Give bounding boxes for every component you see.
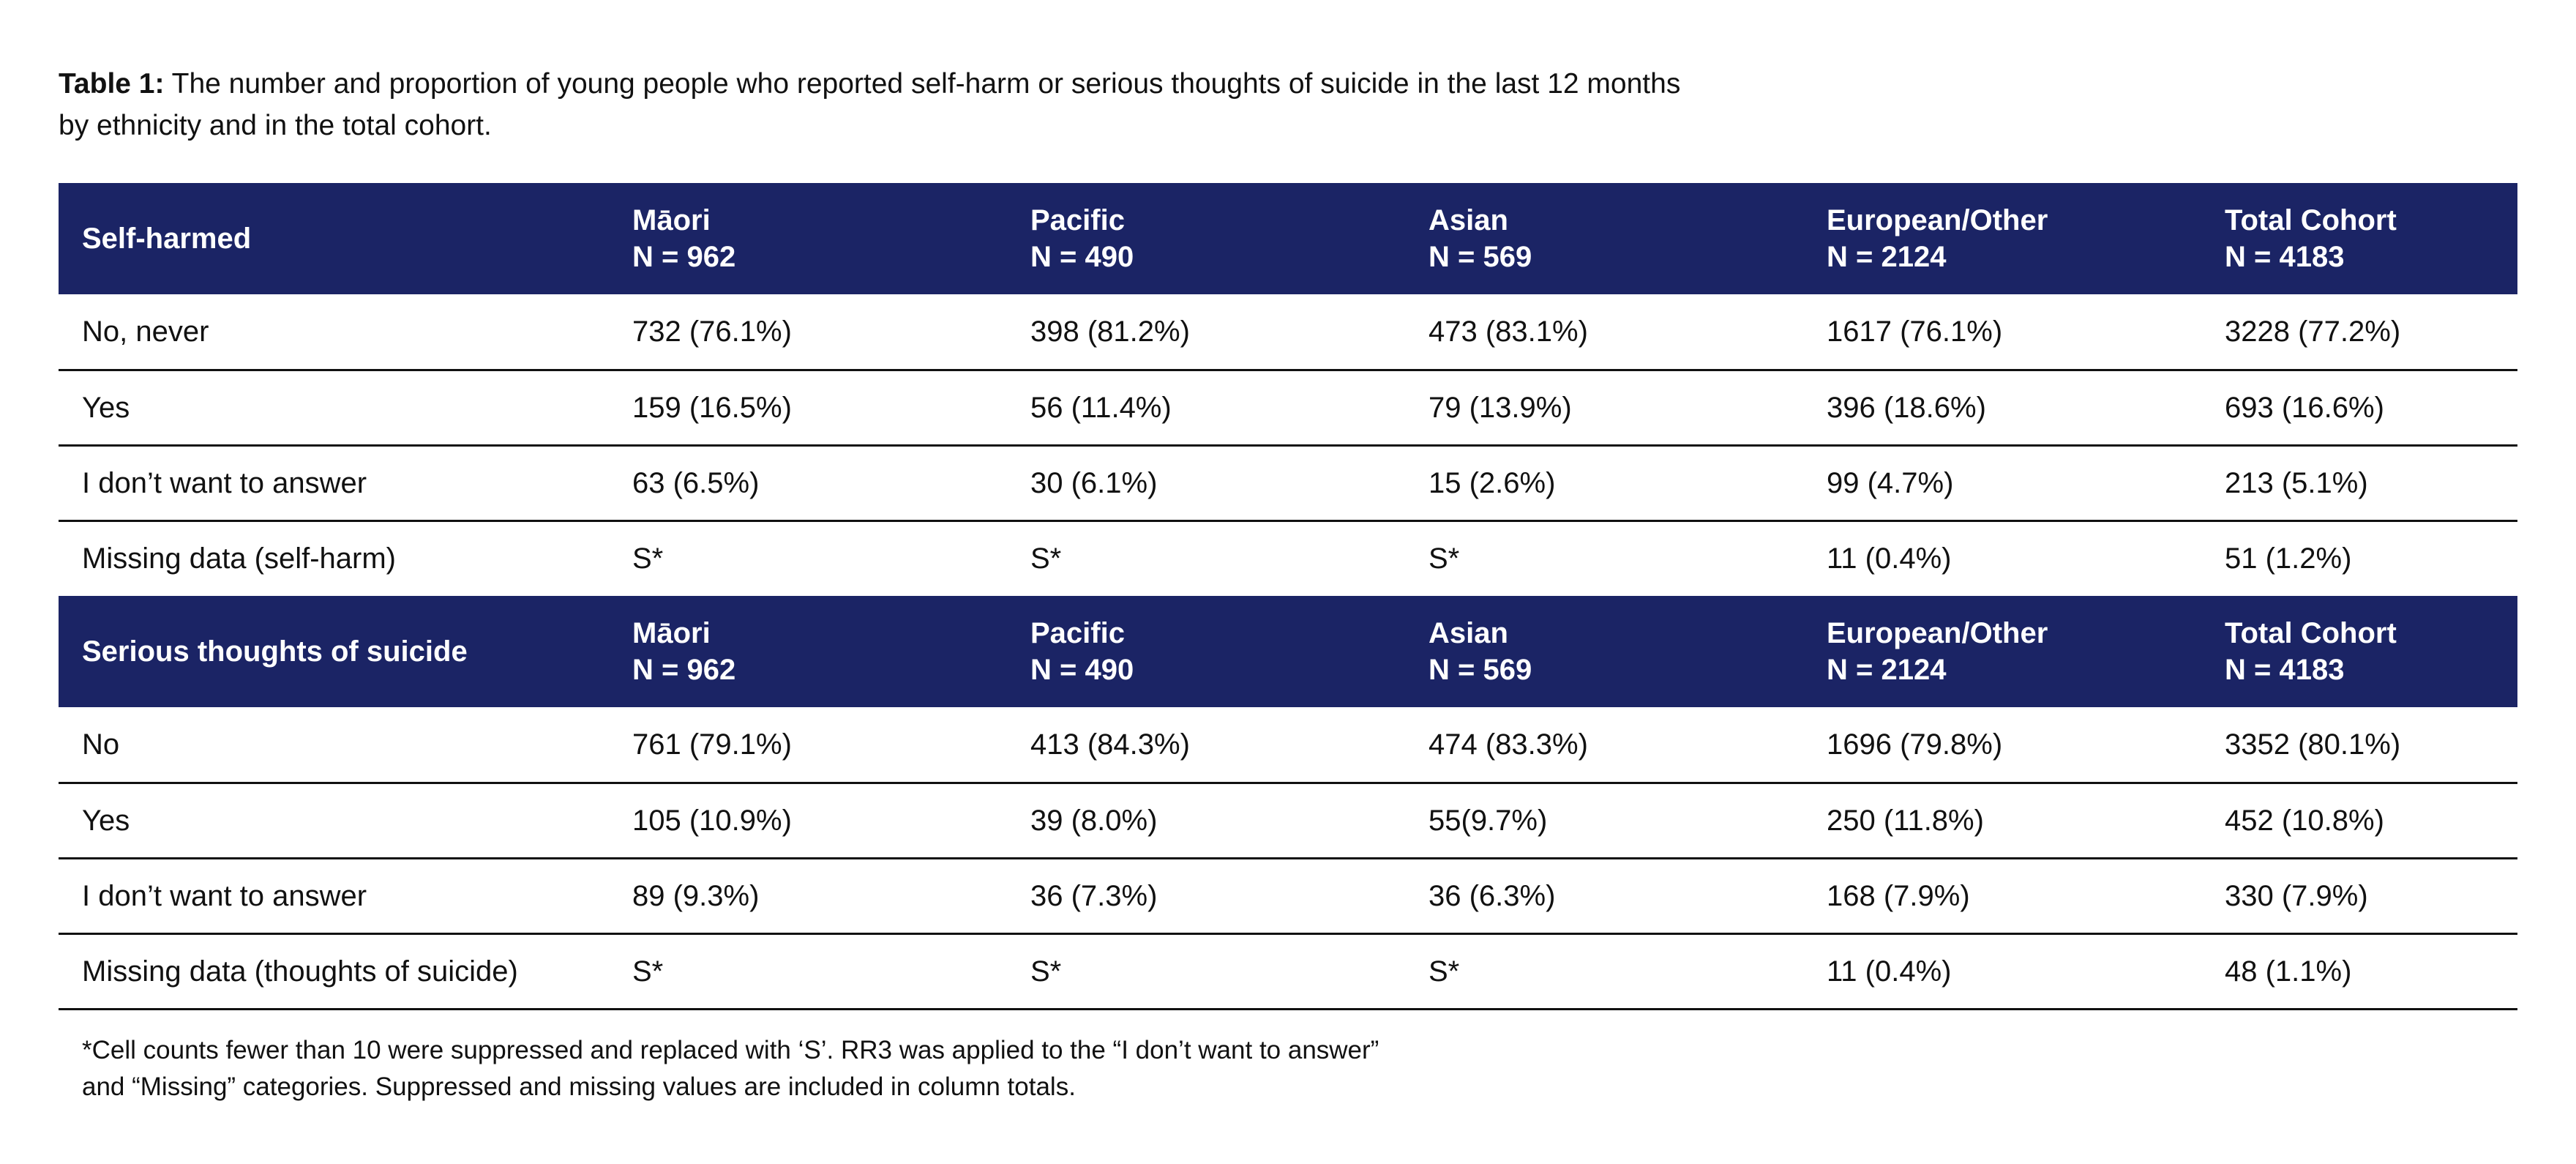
table-cell: 398 (81.2%) <box>1007 294 1405 371</box>
table-cell: 473 (83.1%) <box>1405 294 1803 371</box>
column-n: N = 2124 <box>1827 241 1947 273</box>
table-cell: 761 (79.1%) <box>609 707 1007 784</box>
column-n: N = 4183 <box>2225 241 2345 273</box>
table-cell: 48 (1.1%) <box>2201 933 2517 1010</box>
column-n: N = 490 <box>1030 241 1134 273</box>
table-cell: 3352 (80.1%) <box>2201 707 2517 784</box>
table-cell: 213 (5.1%) <box>2201 445 2517 522</box>
row-label: No, never <box>59 294 609 371</box>
table-cell: 55(9.7%) <box>1405 783 1803 859</box>
row-label: I don’t want to answer <box>59 445 609 522</box>
table-cell: S* <box>1405 933 1803 1010</box>
table-cell: 56 (11.4%) <box>1007 370 1405 447</box>
table-cell: 168 (7.9%) <box>1803 858 2201 935</box>
table-cell: 105 (10.9%) <box>609 783 1007 859</box>
table-row: I don’t want to answer 63 (6.5%) 30 (6.1… <box>59 445 2517 522</box>
column-n: N = 962 <box>632 241 736 273</box>
table-footnote: *Cell counts fewer than 10 were suppress… <box>82 1032 1838 1105</box>
table-cell: 474 (83.3%) <box>1405 707 1803 784</box>
column-n: N = 2124 <box>1827 654 1947 686</box>
table-cell: 36 (6.3%) <box>1405 858 1803 935</box>
table-row: Missing data (thoughts of suicide) S* S*… <box>59 933 2517 1010</box>
footnote-line-2: and “Missing” categories. Suppressed and… <box>82 1072 1076 1101</box>
column-header: Total Cohort N = 4183 <box>2201 596 2517 707</box>
table-cell: S* <box>1030 542 1062 575</box>
caption-text: The number and proportion of young peopl… <box>164 68 1681 100</box>
table-row: Yes 159 (16.5%) 56 (11.4%) 79 (13.9%) 39… <box>59 370 2517 447</box>
column-name: Total Cohort <box>2225 204 2397 236</box>
column-n: N = 490 <box>1030 654 1134 686</box>
table-row: No 761 (79.1%) 413 (84.3%) 474 (83.3%) 1… <box>59 707 2517 784</box>
table-cell: S* <box>1429 542 1460 575</box>
row-label: Missing data (thoughts of suicide) <box>59 933 609 1010</box>
column-header: European/Other N = 2124 <box>1803 183 2201 294</box>
column-n: N = 569 <box>1429 241 1532 273</box>
table-cell: 11 (0.4%) <box>1803 933 2201 1010</box>
column-name: European/Other <box>1827 617 2048 649</box>
table-cell: 89 (9.3%) <box>609 858 1007 935</box>
column-header: Asian N = 569 <box>1405 183 1803 294</box>
column-name: Māori <box>632 617 711 649</box>
row-label: Yes <box>59 783 609 859</box>
row-label: I don’t want to answer <box>59 858 609 935</box>
column-name: Māori <box>632 204 711 236</box>
table-cell: S* <box>632 542 664 575</box>
table-cell: 30 (6.1%) <box>1007 445 1405 522</box>
column-name: Total Cohort <box>2225 617 2397 649</box>
column-header: European/Other N = 2124 <box>1803 596 2201 707</box>
table-cell: 159 (16.5%) <box>609 370 1007 447</box>
table-row: No, never 732 (76.1%) 398 (81.2%) 473 (8… <box>59 294 2517 371</box>
caption-text-line2: by ethnicity and in the total cohort. <box>59 110 492 141</box>
table-cell: 39 (8.0%) <box>1007 783 1405 859</box>
column-header: Māori N = 962 <box>609 596 1007 707</box>
column-header: Pacific N = 490 <box>1007 596 1405 707</box>
column-header: Māori N = 962 <box>609 183 1007 294</box>
column-name: Asian <box>1429 617 1508 649</box>
caption-label: Table 1: <box>59 68 165 100</box>
section-title: Self-harmed <box>82 223 252 255</box>
footnote-line-1: *Cell counts fewer than 10 were suppress… <box>82 1036 1379 1064</box>
row-label: Missing data (self-harm) <box>82 542 397 575</box>
column-name: European/Other <box>1827 204 2048 236</box>
section-header-row: Serious thoughts of suicide Māori N = 962… <box>59 596 2517 707</box>
table-cell: 1696 (79.8%) <box>1803 707 2201 784</box>
table-cell: 732 (76.1%) <box>609 294 1007 371</box>
table-cell: 693 (16.6%) <box>2201 370 2517 447</box>
section-title: Serious thoughts of suicide <box>82 635 468 668</box>
column-n: N = 4183 <box>2225 654 2345 686</box>
table-row: Missing data (self-harm) S* S* S* 11 (0.… <box>59 521 2517 596</box>
table-cell: 250 (11.8%) <box>1803 783 2201 859</box>
column-name: Asian <box>1429 204 1508 236</box>
table-cell: 11 (0.4%) <box>1827 542 1952 575</box>
table-cell: S* <box>609 933 1007 1010</box>
table-cell: 1617 (76.1%) <box>1803 294 2201 371</box>
column-n: N = 569 <box>1429 654 1532 686</box>
column-name: Pacific <box>1030 204 1125 236</box>
table-cell: 330 (7.9%) <box>2201 858 2517 935</box>
column-header: Asian N = 569 <box>1405 596 1803 707</box>
table-cell: 51 (1.2%) <box>2225 542 2352 575</box>
table-cell: 99 (4.7%) <box>1803 445 2201 522</box>
column-header: Total Cohort N = 4183 <box>2201 183 2517 294</box>
row-label: No <box>59 707 609 784</box>
column-header: Pacific N = 490 <box>1007 183 1405 294</box>
table-cell: 396 (18.6%) <box>1803 370 2201 447</box>
table-cell: 36 (7.3%) <box>1007 858 1405 935</box>
table-cell: 63 (6.5%) <box>609 445 1007 522</box>
table-row: I don’t want to answer 89 (9.3%) 36 (7.3… <box>59 858 2517 935</box>
table-cell: 15 (2.6%) <box>1405 445 1803 522</box>
table-cell: 452 (10.8%) <box>2201 783 2517 859</box>
column-n: N = 962 <box>632 654 736 686</box>
section-header-row: Self-harmed Māori N = 962 Pacific N = 490 … <box>59 183 2517 294</box>
column-name: Pacific <box>1030 617 1125 649</box>
table-cell: 3228 (77.2%) <box>2201 294 2517 371</box>
table-cell: 413 (84.3%) <box>1007 707 1405 784</box>
table-caption: Table 1: The number and proportion of yo… <box>59 63 1961 146</box>
results-table: Self-harmed Māori N = 962 Pacific N = 490 … <box>59 183 2517 1010</box>
table-row: Yes 105 (10.9%) 39 (8.0%) 55(9.7%) 250 (… <box>59 783 2517 859</box>
table-cell: 79 (13.9%) <box>1405 370 1803 447</box>
table-cell: S* <box>1007 933 1405 1010</box>
row-label: Yes <box>59 370 609 447</box>
